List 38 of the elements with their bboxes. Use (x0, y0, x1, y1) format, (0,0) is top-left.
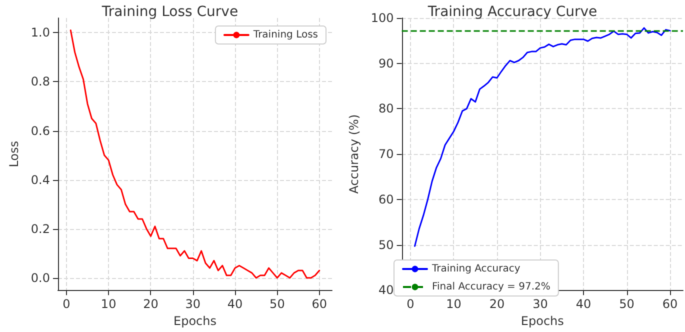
legend-label: Training Loss (252, 30, 318, 40)
x-tick-label: 30 (185, 297, 201, 312)
legend-label: Final Accuracy = 97.2% (432, 282, 550, 292)
y-tick-label: 60 (378, 192, 394, 206)
x-tick-label: 40 (227, 297, 243, 312)
chart-title: Training Loss Curve (100, 4, 238, 20)
line-series (70, 30, 320, 279)
chart-title: Training Accuracy Curve (426, 4, 598, 20)
x-axis-title: Epochs (520, 314, 564, 328)
line-series (414, 27, 671, 247)
y-axis-title: Loss (7, 140, 21, 168)
y-axis-title: Accuracy (%) (347, 114, 361, 194)
y-tick-label: 100 (370, 11, 394, 25)
x-tick-label: 20 (489, 297, 505, 312)
y-tick-label: 80 (378, 102, 394, 116)
y-tick-label: 0.4 (30, 172, 50, 187)
x-tick-label: 10 (446, 297, 462, 312)
y-tick-label: 0.8 (30, 74, 50, 89)
x-tick-label: 50 (619, 297, 634, 312)
x-tick-label: 0 (406, 297, 414, 312)
x-axis-title: Epochs (173, 314, 216, 328)
y-tick-label: 40 (378, 283, 394, 298)
y-tick-label: 90 (378, 56, 394, 70)
y-tick-label: 0.6 (30, 124, 50, 138)
x-tick-label: 10 (100, 297, 116, 312)
y-tick-label: 50 (378, 238, 394, 252)
legend-label: Training Accuracy (431, 264, 520, 274)
x-tick-label: 60 (312, 297, 327, 312)
x-tick-label: 60 (662, 297, 678, 312)
y-tick-label: 0.0 (30, 270, 50, 285)
y-tick-label: 70 (378, 147, 394, 162)
x-tick-label: 30 (532, 297, 548, 312)
x-tick-label: 40 (576, 297, 592, 312)
x-tick-label: 50 (270, 297, 285, 312)
x-tick-label: 20 (143, 297, 158, 312)
y-tick-label: 0.2 (30, 222, 50, 236)
x-tick-label: 0 (62, 297, 70, 312)
y-tick-label: 1.0 (30, 26, 50, 40)
